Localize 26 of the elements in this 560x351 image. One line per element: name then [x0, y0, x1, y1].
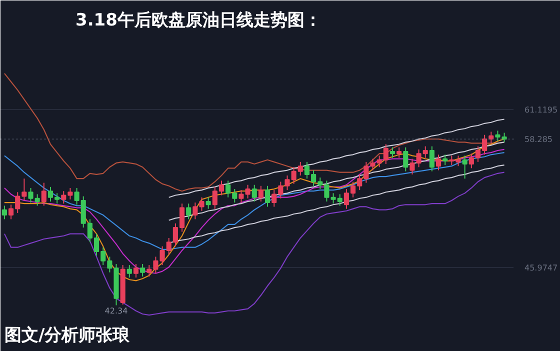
- candlestick: [396, 146, 402, 158]
- candlestick: [442, 154, 448, 166]
- line-series: [4, 172, 505, 316]
- annotation: 42.34: [104, 306, 128, 316]
- candlestick: [126, 264, 132, 278]
- candlestick: [206, 196, 211, 210]
- candlestick: [264, 185, 270, 208]
- text: 3.18午后欧盘原油日线走势图：: [76, 10, 322, 30]
- ref-line-label: 58.285: [524, 135, 552, 144]
- candlestick: [429, 146, 434, 172]
- candlestick: [133, 264, 139, 278]
- candlestick: [488, 131, 494, 144]
- annotation: 图文/分析师张琅: [4, 326, 131, 346]
- y-tick-label: 45.9747: [524, 263, 558, 272]
- line-series: [168, 118, 505, 198]
- candlestick: [258, 185, 264, 202]
- candlestick: [436, 154, 442, 171]
- candlestick: [403, 146, 408, 172]
- candlestick: [186, 203, 192, 220]
- candlestick: [41, 182, 46, 206]
- candlestick: [252, 184, 257, 202]
- candlestick: [140, 264, 146, 278]
- candlestick: [462, 155, 468, 180]
- candlestick: [390, 146, 396, 158]
- candlestick: [2, 205, 7, 220]
- y-tick-label: 61.1195: [524, 106, 558, 115]
